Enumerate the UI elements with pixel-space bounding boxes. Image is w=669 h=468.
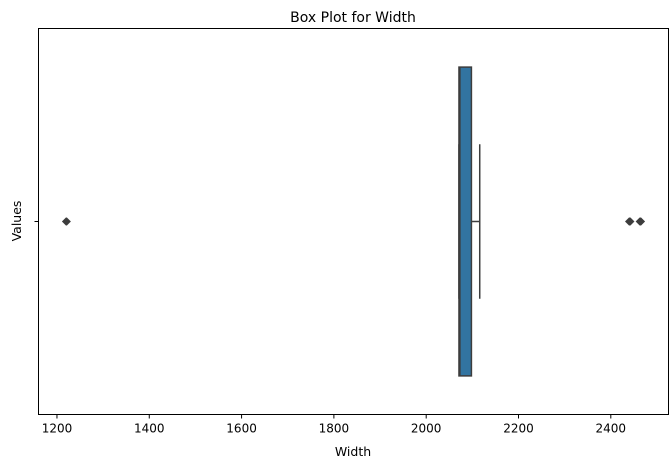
x-tick-label: 2000 <box>411 422 442 436</box>
chart-title: Box Plot for Width <box>290 10 416 26</box>
outlier-point <box>636 217 646 226</box>
outlier-point <box>62 217 72 226</box>
x-tick-label: 1200 <box>42 422 73 436</box>
x-tick-label: 1600 <box>226 422 257 436</box>
axes-frame <box>38 28 669 415</box>
x-tick-label: 1800 <box>319 422 350 436</box>
x-axis-label: Width <box>335 444 371 459</box>
box-layer <box>458 66 481 377</box>
outlier-layer <box>61 217 646 226</box>
x-tick-label: 2200 <box>503 422 534 436</box>
plot-area <box>38 28 669 415</box>
box-iqr <box>458 66 473 377</box>
x-tick-label: 1400 <box>134 422 165 436</box>
outlier-point <box>625 217 635 226</box>
x-tick-label: 2400 <box>596 422 627 436</box>
x-axis-ticks: 1200 1400 1600 1800 2000 2200 2400 <box>42 414 627 436</box>
y-axis-label: Values <box>9 201 24 242</box>
